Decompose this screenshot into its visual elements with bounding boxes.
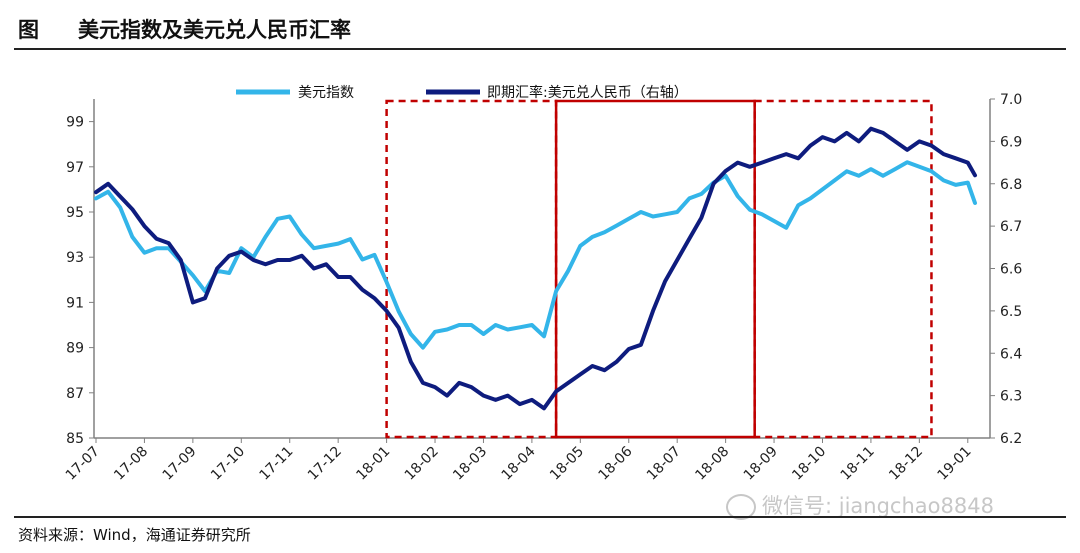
x-tick-label: 17-07 <box>63 444 103 484</box>
left-tick-label: 85 <box>66 431 84 447</box>
left-tick-label: 87 <box>66 386 84 402</box>
source-note: 资料来源：Wind，海通证券研究所 <box>18 526 251 544</box>
left-tick-label: 91 <box>66 295 84 311</box>
x-tick-label: 18-04 <box>499 443 539 483</box>
left-tick-label: 93 <box>66 250 84 266</box>
x-tick-label: 19-01 <box>935 444 975 484</box>
series-line-usdcny <box>94 126 977 411</box>
x-tick-label: 18-03 <box>450 444 490 484</box>
figure-title-row: 图 美元指数及美元兑人民币汇率 <box>18 10 1066 46</box>
x-tick-label: 18-07 <box>644 444 684 484</box>
x-tick-label: 18-06 <box>596 443 636 483</box>
right-tick-label: 6.3 <box>1000 389 1022 405</box>
right-tick-label: 6.7 <box>1000 219 1022 235</box>
series-line-dxy <box>94 160 977 350</box>
x-tick-label: 18-02 <box>402 444 442 484</box>
right-tick-label: 6.9 <box>1000 134 1022 150</box>
figure-title: 美元指数及美元兑人民币汇率 <box>78 18 351 42</box>
right-tick-label: 6.5 <box>1000 304 1022 320</box>
left-tick-label: 99 <box>66 115 84 131</box>
right-tick-label: 6.6 <box>1000 262 1022 278</box>
watermark-text: 微信号: jiangchao8848 <box>762 494 994 518</box>
x-tick-label: 18-12 <box>886 444 926 484</box>
right-tick-label: 6.8 <box>1000 177 1022 193</box>
x-tick-label: 18-05 <box>547 444 587 484</box>
right-tick-label: 6.4 <box>1000 346 1022 362</box>
dashed-highlight-box <box>753 99 933 439</box>
x-tick-label: 18-09 <box>741 444 781 484</box>
x-tick-label: 17-09 <box>160 444 200 484</box>
top-rule <box>14 48 1066 50</box>
x-tick-label: 17-10 <box>208 444 248 484</box>
x-tick-label: 17-12 <box>305 444 345 484</box>
x-tick-label: 17-08 <box>111 444 151 484</box>
x-tick-label: 17-11 <box>256 444 296 484</box>
right-tick-label: 6.2 <box>1000 431 1022 447</box>
right-tick-label: 7.0 <box>1000 92 1022 108</box>
watermark: 微信号: jiangchao8848 <box>726 490 994 520</box>
left-tick-label: 95 <box>66 205 84 221</box>
solid-highlight-box <box>554 99 756 439</box>
left-tick-label: 97 <box>66 160 84 176</box>
x-tick-label: 18-10 <box>789 444 829 484</box>
wechat-icon <box>726 494 756 520</box>
x-tick-label: 18-01 <box>353 444 393 484</box>
legend-label-dxy: 美元指数 <box>298 85 354 101</box>
x-tick-label: 18-08 <box>692 444 732 484</box>
legend-label-usdcny: 即期汇率:美元兑人民币（右轴） <box>487 84 688 101</box>
bottom-rule <box>14 516 1066 518</box>
left-tick-label: 89 <box>66 341 84 357</box>
x-tick-label: 18-11 <box>838 444 878 484</box>
figure-label: 图 <box>18 18 39 42</box>
